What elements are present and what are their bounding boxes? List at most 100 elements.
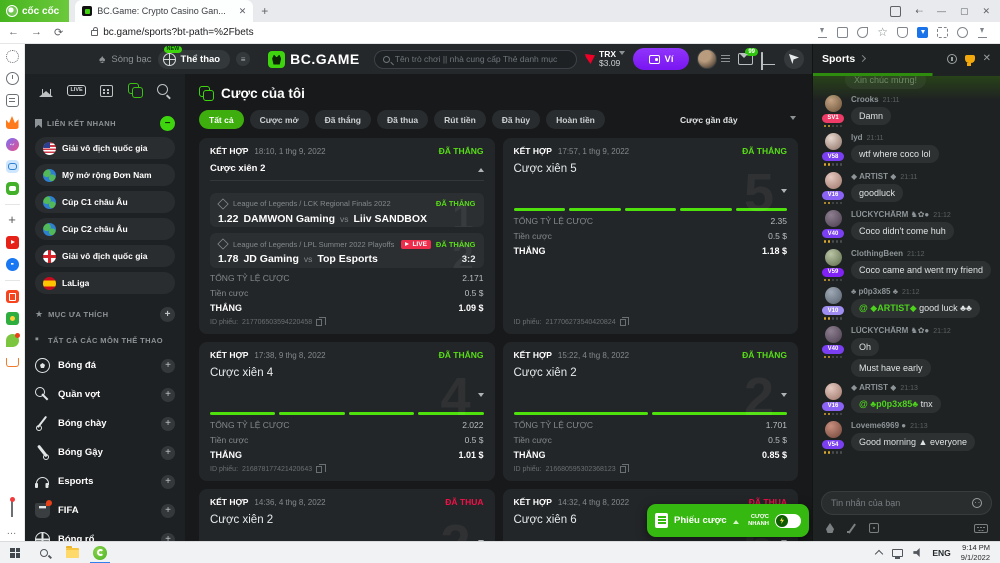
expand-caret-icon[interactable]	[781, 393, 787, 400]
quick-link-item[interactable]: Giải vô địch quốc gia	[35, 245, 175, 267]
file-explorer[interactable]	[58, 542, 86, 563]
download-active-icon[interactable]	[917, 27, 928, 38]
avatar[interactable]	[824, 382, 842, 400]
filter-tab[interactable]: Cược mở	[249, 110, 309, 129]
sport-item[interactable]: Bóng đá +	[25, 351, 185, 380]
search-sports-icon[interactable]	[156, 83, 171, 98]
settings-icon[interactable]	[5, 50, 19, 63]
username[interactable]: Loveme6969 ●	[851, 421, 907, 430]
avatar[interactable]	[824, 325, 842, 343]
filter-tab[interactable]: Đã hủy	[491, 110, 541, 129]
tab-close-icon[interactable]: ✕	[238, 5, 247, 16]
dice-icon[interactable]	[869, 523, 879, 533]
tray-expand-icon[interactable]	[875, 549, 884, 559]
expand-caret-icon[interactable]	[477, 393, 484, 400]
notifications-bell[interactable]	[10, 497, 15, 517]
language-indicator[interactable]: ENG	[932, 547, 951, 558]
username[interactable]: ◆ ARTIST ◆	[851, 382, 897, 392]
notifications-button[interactable]	[761, 52, 763, 70]
user-menu[interactable]	[697, 49, 730, 69]
reload-button[interactable]: ⟳	[54, 27, 64, 39]
mention[interactable]: @ ♣p0p3x85♣	[859, 398, 919, 409]
shield-icon[interactable]	[897, 27, 908, 38]
quick-link-item[interactable]: Cúp C2 châu Âu	[35, 218, 175, 240]
username[interactable]: LÜCKYCHÄRM ♞✿●	[851, 210, 930, 219]
crown-icon[interactable]	[5, 116, 19, 129]
username[interactable]: ♣ p0p3x85 ♣	[851, 287, 898, 296]
back-button[interactable]: ←	[8, 26, 19, 38]
bet-card[interactable]: 5 KẾT HỢP 17:57, 1 thg 9, 2022 ĐÃ THẮNG …	[502, 138, 798, 334]
shopee-icon[interactable]	[5, 290, 19, 303]
copy-icon[interactable]	[619, 464, 630, 473]
new-tab-button[interactable]: +	[261, 4, 269, 18]
mention[interactable]: @ ◆ARTIST◆	[859, 303, 917, 313]
username[interactable]: LÜCKYCHÄRM ♞✿●	[851, 325, 930, 335]
rules-icon[interactable]	[847, 523, 857, 533]
expand-caret-icon[interactable]	[477, 540, 484, 541]
avatar[interactable]	[824, 94, 842, 112]
chat-toggle-button[interactable]	[784, 49, 804, 69]
profile-icon[interactable]	[957, 27, 968, 38]
avatar[interactable]	[824, 171, 842, 189]
quick-link-item[interactable]: LaLiga	[35, 272, 175, 294]
sport-item[interactable]: Bóng rổ +	[25, 525, 185, 541]
expand-sport-button[interactable]: +	[161, 445, 175, 460]
inbox-button[interactable]: 99	[738, 48, 758, 65]
expand-sport-button[interactable]: +	[161, 358, 175, 373]
expand-caret-icon[interactable]	[781, 540, 787, 541]
collapse-caret-icon[interactable]	[477, 165, 484, 172]
network-icon[interactable]	[892, 548, 904, 559]
filter-tab[interactable]: Hoàn tiền	[546, 110, 605, 129]
copy-icon[interactable]	[316, 317, 326, 326]
betslip-button[interactable]: Phiếu cược CƯỢC NHANH	[647, 504, 809, 537]
downloads-icon[interactable]	[977, 27, 988, 38]
avatar[interactable]	[824, 133, 842, 150]
lottery-icon[interactable]	[5, 312, 19, 325]
history-icon[interactable]	[5, 72, 19, 85]
quick-bet-toggle[interactable]	[775, 513, 801, 528]
chat-input[interactable]	[831, 498, 967, 508]
emoji-icon[interactable]	[972, 498, 982, 508]
expand-sport-button[interactable]: +	[161, 416, 175, 431]
trophy-icon[interactable]	[964, 54, 975, 66]
start-button[interactable]	[0, 542, 30, 563]
quick-link-item[interactable]: Mỹ mở rộng Đơn Nam	[35, 164, 175, 186]
username[interactable]: ClothingBeen	[851, 248, 903, 258]
avatar[interactable]	[824, 287, 842, 304]
save-page-icon[interactable]	[817, 27, 828, 38]
restore-tab-icon[interactable]: ⇠	[915, 5, 923, 16]
rain-icon[interactable]	[826, 523, 834, 533]
quick-link-item[interactable]: Giải vô địch quốc gia	[35, 137, 175, 159]
username[interactable]: lyd	[851, 133, 863, 142]
zalo-icon[interactable]	[5, 160, 19, 173]
reader-mode-icon[interactable]	[890, 5, 902, 17]
forward-button[interactable]: →	[31, 26, 42, 38]
sports-tab[interactable]: NEW Thể thao	[157, 45, 231, 69]
wallet-button[interactable]: Ví	[633, 48, 689, 70]
translate-icon[interactable]	[837, 27, 849, 38]
close-chat-icon[interactable]: ✕	[982, 52, 991, 64]
share-icon[interactable]	[857, 27, 869, 38]
avatar[interactable]	[824, 210, 842, 227]
keyboard-icon[interactable]	[974, 523, 988, 533]
url-box[interactable]: bc.game/sports?bt-path=%2Fbets	[73, 26, 817, 38]
facebook-icon[interactable]	[5, 258, 19, 271]
games-icon[interactable]	[5, 182, 19, 195]
live-nav-icon[interactable]: LIVE	[67, 84, 86, 97]
bookmark-star-icon[interactable]: ☆	[877, 25, 888, 39]
bet-card[interactable]: 4 KẾT HỢP 17:38, 9 thg 8, 2022 ĐÃ THẮNG …	[199, 342, 495, 481]
home-icon[interactable]	[39, 83, 54, 98]
game-search[interactable]	[373, 49, 577, 69]
maximize-button[interactable]: ▢	[959, 5, 969, 16]
cart-icon[interactable]	[5, 358, 19, 367]
sport-item[interactable]: FIFA +	[25, 496, 185, 525]
add-favorite-button[interactable]: +	[160, 307, 175, 322]
bet-card[interactable]: 2 KẾT HỢP 15:22, 4 thg 8, 2022 ĐÃ THẮNG …	[502, 342, 798, 481]
my-bets-icon[interactable]	[127, 83, 143, 98]
youtube-icon[interactable]	[5, 236, 19, 249]
info-icon[interactable]	[946, 53, 957, 64]
more-icon[interactable]: …	[6, 526, 18, 537]
chat-room-title[interactable]: Sports	[822, 52, 856, 65]
filter-tab[interactable]: Tất cả	[199, 110, 244, 129]
copy-icon[interactable]	[316, 464, 326, 473]
